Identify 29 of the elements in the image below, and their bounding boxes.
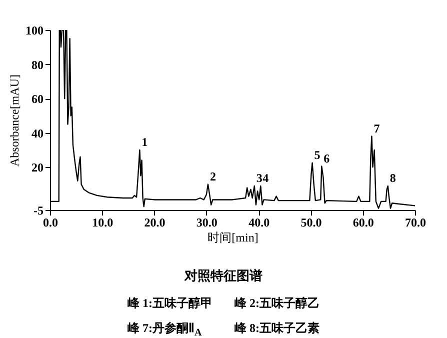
- annotation: 6: [324, 151, 330, 166]
- y-axis-title: Absorbance[mAU]: [8, 74, 22, 166]
- x-tick-label: 50.0: [300, 216, 322, 230]
- annotation: 5: [314, 148, 320, 162]
- x-axis-title: 时间[min]: [208, 230, 258, 244]
- text: 峰 1:五味子醇甲: [128, 295, 212, 312]
- y-tick-label: -5: [34, 204, 44, 218]
- y-tick-label: 100: [26, 24, 44, 38]
- y-tick-label: 40: [32, 126, 44, 140]
- text: 对照特征图谱: [183, 267, 264, 285]
- x-tick-label: 40.0: [248, 216, 270, 230]
- x-tick-label: 0.0: [43, 216, 58, 230]
- annotation: 2: [210, 169, 216, 184]
- y-tick-label: 60: [32, 92, 44, 106]
- annotation: 4: [262, 171, 269, 185]
- text: 峰 7:丹参酮Ⅱ$_{A}$: [128, 320, 203, 338]
- x-tick-label: 30.0: [196, 216, 218, 230]
- annotation: 3: [256, 171, 262, 185]
- x-tick-label: 20.0: [144, 216, 166, 230]
- annotation: 7: [374, 121, 380, 136]
- text: 峰 2:五味子醇乙: [234, 295, 320, 312]
- x-tick-label: 10.0: [92, 216, 114, 230]
- x-tick-label: 70.0: [405, 216, 426, 230]
- text: 峰 8:五味子乙素: [234, 320, 320, 337]
- x-tick-label: 60.0: [352, 216, 374, 230]
- y-tick-label: 20: [32, 160, 44, 175]
- annotation: 8: [390, 171, 396, 185]
- y-tick-label: 80: [32, 58, 44, 72]
- annotation: 1: [142, 135, 148, 149]
